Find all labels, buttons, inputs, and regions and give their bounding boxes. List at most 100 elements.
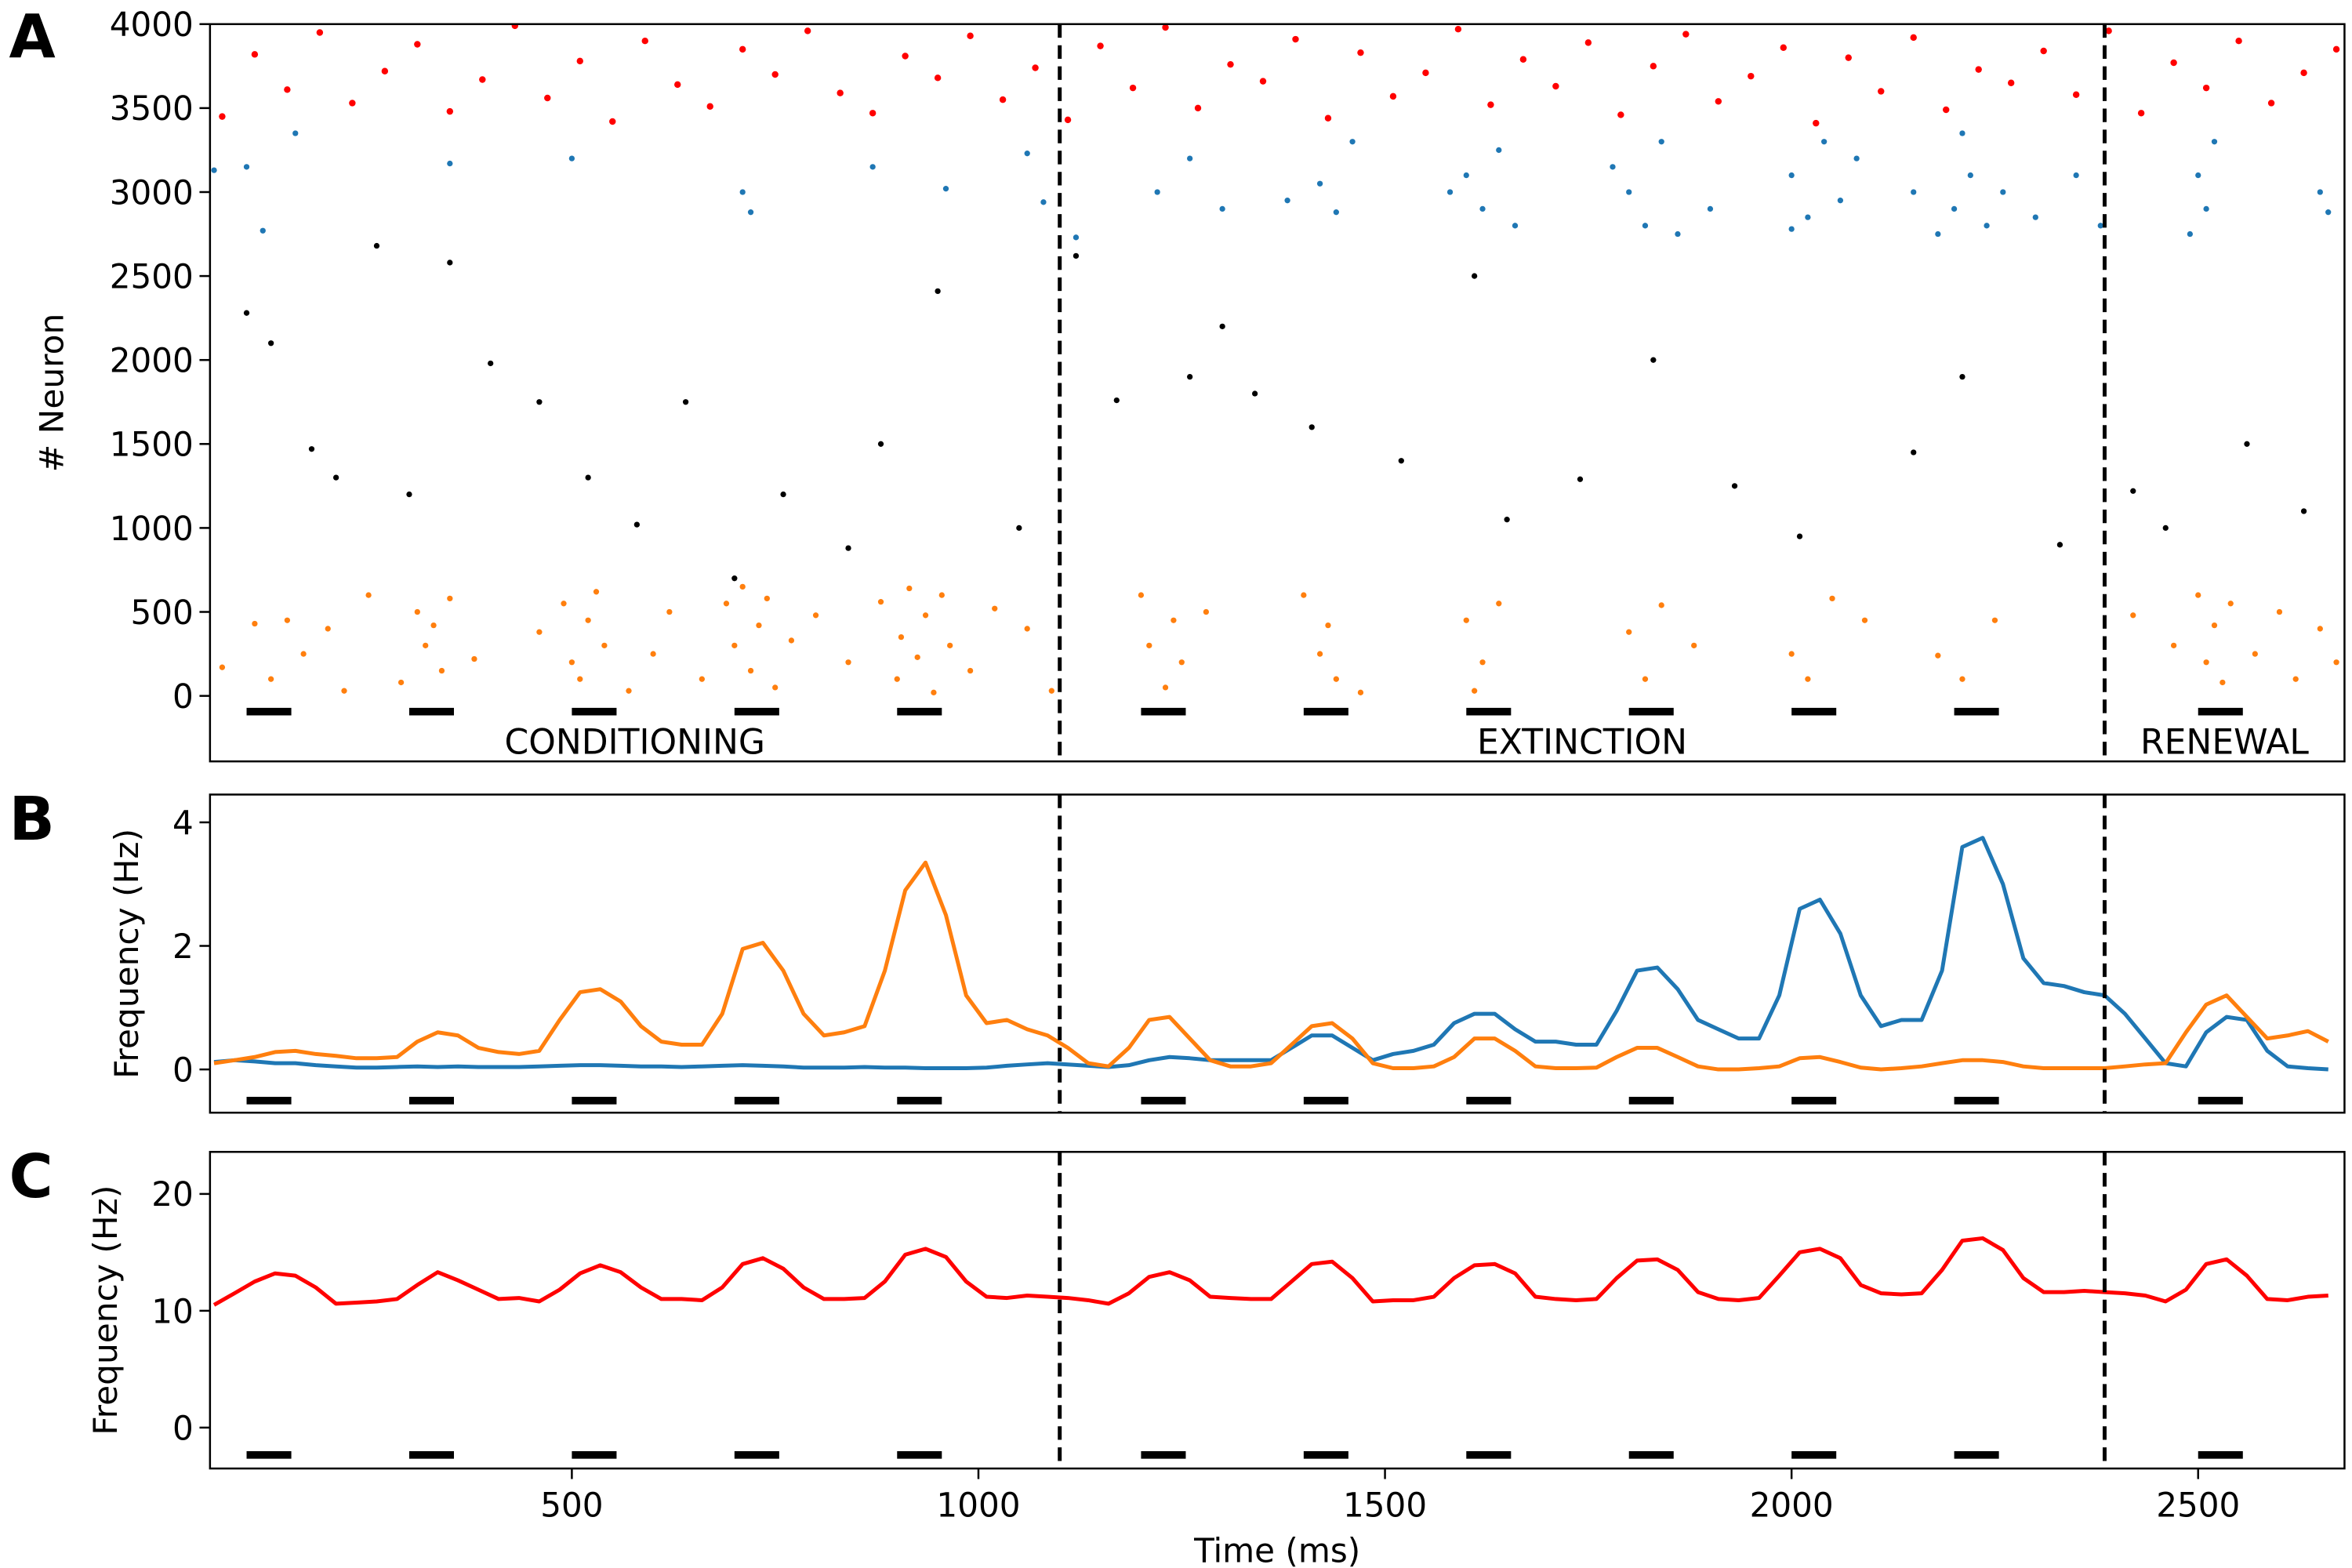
spike-dot bbox=[601, 642, 608, 649]
spike-dot bbox=[674, 81, 681, 89]
spike-dot bbox=[1984, 223, 1990, 229]
spike-dot bbox=[446, 107, 454, 115]
spike-dot bbox=[1472, 273, 1478, 279]
spike-dot bbox=[869, 164, 876, 170]
y-tick-label: 4000 bbox=[110, 5, 194, 44]
spike-dot bbox=[1203, 608, 1210, 615]
spike-dot bbox=[414, 608, 420, 615]
spike-dot bbox=[2203, 205, 2209, 212]
spike-dot bbox=[1316, 651, 1323, 657]
spike-dot bbox=[1805, 214, 1811, 220]
spike-dot bbox=[938, 592, 945, 598]
spike-dot bbox=[2276, 608, 2283, 615]
spike-dot bbox=[788, 637, 795, 644]
spike-dot bbox=[568, 659, 575, 666]
spike-dot bbox=[332, 474, 339, 481]
y-tick-label: 0 bbox=[172, 1051, 194, 1089]
spike-dot bbox=[1911, 449, 1917, 456]
spike-dot bbox=[1325, 622, 1331, 629]
spike-dot bbox=[1504, 517, 1510, 523]
spike-dot bbox=[1991, 617, 1998, 623]
spike-dot bbox=[2187, 230, 2194, 238]
spike-dot bbox=[934, 74, 942, 82]
spike-dot bbox=[1357, 689, 1364, 695]
spike-dot bbox=[292, 130, 299, 136]
spike-dot bbox=[284, 617, 291, 623]
spike-dot bbox=[2073, 172, 2079, 179]
spike-dot bbox=[906, 585, 913, 592]
spike-dot bbox=[1796, 533, 1803, 539]
spike-dot bbox=[626, 688, 632, 694]
spike-dot bbox=[252, 620, 258, 627]
spike-dot bbox=[1016, 524, 1022, 532]
spike-dot bbox=[1658, 602, 1664, 608]
spike-dot bbox=[1113, 397, 1120, 404]
spike-dot bbox=[869, 110, 877, 117]
spike-dot bbox=[2252, 651, 2258, 657]
spike-dot bbox=[999, 96, 1007, 103]
spike-dot bbox=[914, 654, 920, 660]
spike-dot bbox=[935, 288, 941, 295]
spike-dot bbox=[666, 608, 673, 615]
y-tick-label: 2 bbox=[172, 927, 194, 966]
spike-dot bbox=[1821, 139, 1828, 145]
spike-dot bbox=[447, 595, 453, 602]
spike-dot bbox=[1187, 155, 1193, 162]
spike-dot bbox=[1162, 684, 1169, 691]
axes-frame bbox=[209, 1150, 2346, 1470]
spike-dot bbox=[325, 626, 331, 632]
spike-dot bbox=[898, 633, 905, 641]
spike-dot bbox=[593, 589, 600, 595]
spike-dot bbox=[1389, 93, 1397, 100]
spike-dot bbox=[1349, 139, 1356, 145]
spike-dot bbox=[1829, 595, 1835, 602]
spike-dot bbox=[577, 676, 583, 682]
spike-dot bbox=[1324, 114, 1332, 122]
spike-dot bbox=[1422, 69, 1429, 77]
spike-dot bbox=[804, 27, 811, 34]
spike-dot bbox=[2130, 612, 2136, 619]
spike-dot bbox=[2317, 626, 2323, 632]
spike-dot bbox=[1788, 172, 1795, 179]
spike-dot bbox=[1935, 230, 1941, 238]
spike-dot bbox=[2203, 659, 2209, 666]
y-tick-label: 500 bbox=[130, 593, 193, 632]
plot-area bbox=[211, 24, 2340, 762]
x-tick-label: 500 bbox=[540, 1486, 603, 1525]
spike-dot bbox=[447, 260, 453, 266]
spike-dot bbox=[1910, 34, 1917, 42]
spike-dot bbox=[947, 642, 953, 649]
spike-dot bbox=[1284, 198, 1290, 204]
spike-dot bbox=[2227, 601, 2234, 607]
spike-dot bbox=[1959, 130, 1965, 136]
spike-dot bbox=[1219, 205, 1225, 212]
spike-dot bbox=[576, 57, 583, 65]
spike-dot bbox=[243, 164, 250, 170]
spike-dot bbox=[1584, 39, 1592, 46]
spike-dot bbox=[747, 667, 754, 674]
spike-dot bbox=[1472, 688, 1478, 694]
spike-dot bbox=[682, 399, 689, 405]
spike-dot bbox=[1861, 617, 1868, 623]
spike-dot bbox=[756, 622, 762, 629]
spike-dot bbox=[397, 679, 405, 686]
spike-dot bbox=[1975, 66, 1982, 73]
spike-dot bbox=[1357, 49, 1364, 56]
spike-dot bbox=[1194, 104, 1202, 112]
spike-dot bbox=[1479, 205, 1486, 212]
spike-dot bbox=[1845, 54, 1852, 61]
spike-dot bbox=[365, 592, 372, 598]
spike-dot bbox=[536, 399, 543, 405]
spike-dot bbox=[2056, 542, 2063, 548]
spike-dot bbox=[2325, 209, 2332, 216]
spike-dot bbox=[1813, 119, 1820, 127]
spike-dot bbox=[1479, 659, 1486, 666]
spike-dot bbox=[2105, 27, 2112, 34]
spike-dot bbox=[1626, 189, 1632, 195]
spike-dot bbox=[2202, 84, 2210, 92]
y-tick-label: 1500 bbox=[110, 426, 194, 464]
spike-dot bbox=[1617, 111, 1624, 118]
spike-dot bbox=[381, 67, 389, 74]
plot-area bbox=[212, 1152, 2328, 1469]
